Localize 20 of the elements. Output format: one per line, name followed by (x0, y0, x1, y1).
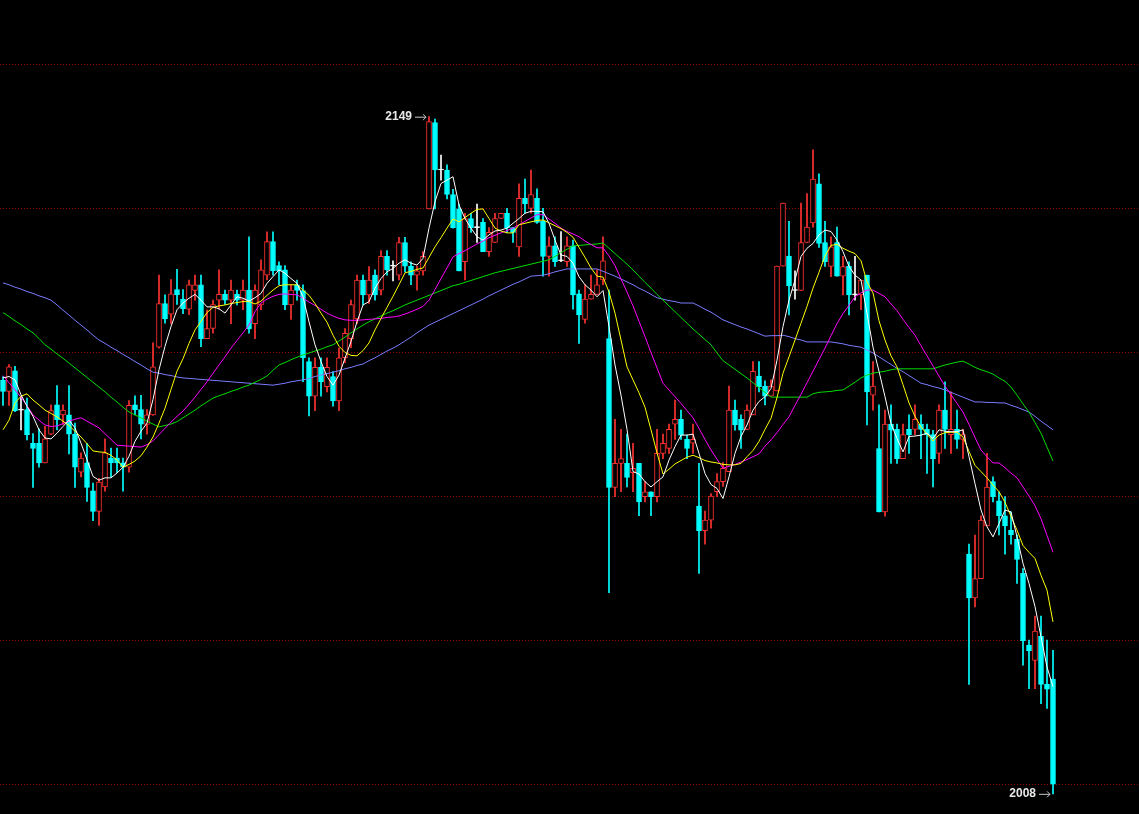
candlestick (522, 178, 528, 214)
candlestick (852, 256, 858, 301)
candlestick (390, 260, 396, 282)
candlestick (558, 231, 564, 263)
candlestick (871, 361, 875, 411)
candlestick (648, 491, 654, 517)
candlestick (438, 154, 444, 181)
candlestick (1026, 639, 1032, 689)
annotation: 2149 (385, 109, 413, 124)
candlestick (618, 429, 624, 493)
candlestick (906, 414, 912, 454)
candlestick (216, 269, 222, 310)
candlestick (30, 433, 36, 488)
candlestick (18, 395, 24, 431)
annotation: 2008 (1009, 786, 1037, 801)
candlestick (1044, 639, 1050, 709)
candlestick (174, 269, 180, 305)
candlestick (672, 399, 678, 440)
candlestick (696, 463, 702, 574)
candlestick (108, 447, 114, 478)
